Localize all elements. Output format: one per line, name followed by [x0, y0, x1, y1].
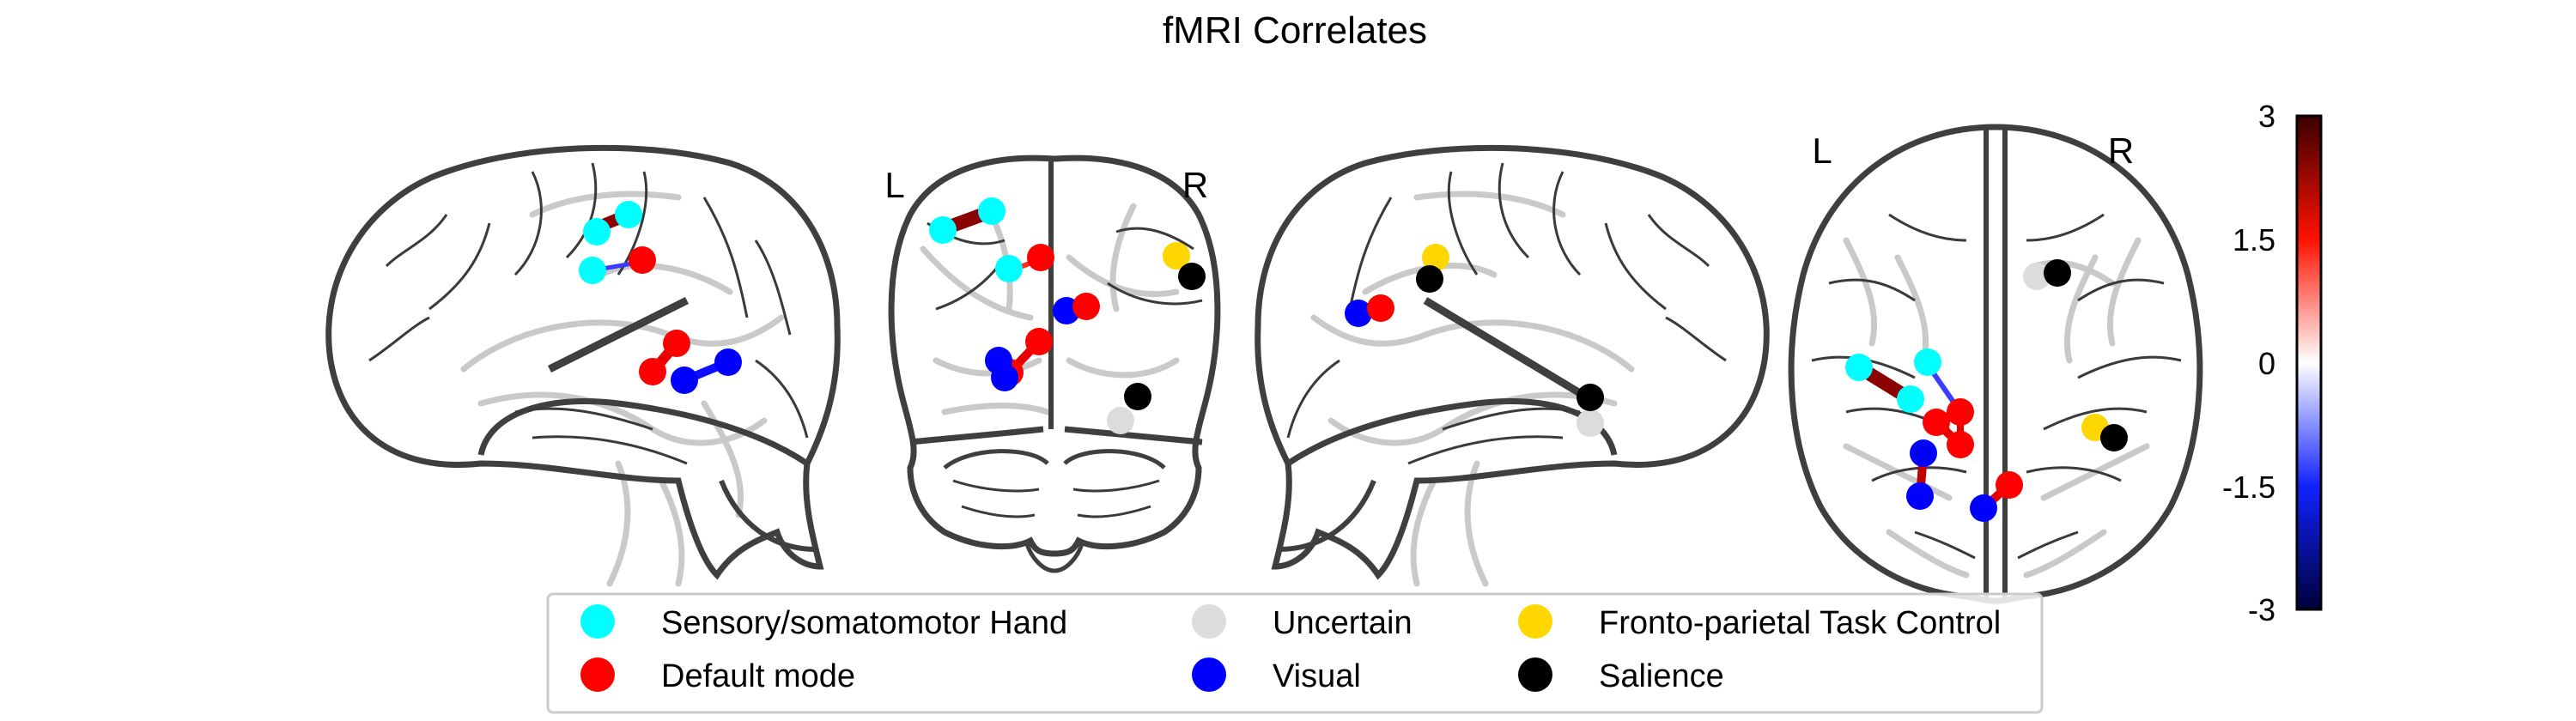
legend-marker-uncertain — [1192, 604, 1226, 639]
node-default-mode — [1367, 294, 1394, 322]
legend-item: Uncertain — [1192, 604, 1413, 641]
node-visual — [714, 348, 742, 376]
legend-label: Fronto-parietal Task Control — [1599, 605, 2001, 641]
axial-left-label: L — [1812, 130, 1832, 171]
glass-brain-structures — [1843, 237, 2150, 579]
legend-item: Default mode — [580, 657, 855, 694]
colorbar-tick-label: -1.5 — [2222, 470, 2275, 505]
figure-title: fMRI Correlates — [1163, 9, 1427, 52]
node-salience — [1124, 383, 1151, 410]
coronal-right-label: R — [1182, 165, 1208, 205]
node-salience — [2044, 259, 2071, 287]
legend-item: Visual — [1192, 657, 1361, 694]
brain-outline-coronal — [888, 154, 1221, 557]
node-sensory-hand — [1845, 354, 1873, 381]
legend-box — [546, 592, 2044, 714]
legend-label: Salience — [1599, 658, 1724, 694]
colorbar-tick-label: 3 — [2258, 99, 2275, 134]
colorbar-gradient — [2295, 114, 2323, 611]
node-default-mode — [1996, 471, 2023, 499]
legend-marker-salience — [1518, 657, 1552, 692]
legend-label: Default mode — [661, 658, 855, 694]
node-uncertain — [1577, 409, 1604, 437]
colorbar: 3 1.5 0 -1.5 -3 — [2222, 99, 2323, 627]
node-uncertain — [2023, 263, 2050, 290]
glass-brain-structures — [460, 191, 785, 587]
node-visual — [991, 364, 1018, 391]
node-sensory-hand — [1914, 348, 1941, 376]
left-lateral-brain-view — [325, 144, 841, 587]
axial-right-label: R — [2108, 130, 2134, 171]
legend-item: Sensory/somatomotor Hand — [580, 604, 1067, 641]
node-default-mode — [1072, 293, 1100, 320]
node-default-mode — [1027, 244, 1054, 271]
node-default-mode — [663, 330, 690, 357]
node-visual — [1970, 494, 1997, 522]
legend-label: Visual — [1273, 658, 1361, 694]
node-visual — [1906, 482, 1934, 510]
node-salience — [1416, 265, 1443, 293]
right-lateral-brain-view — [1255, 144, 1770, 587]
node-sensory-hand — [978, 197, 1005, 225]
coronal-left-label: L — [884, 165, 904, 205]
brain-outline-right-lateral — [1255, 144, 1770, 580]
legend-marker-sensory-hand — [580, 604, 615, 639]
node-default-mode — [629, 246, 656, 274]
legend-label: Uncertain — [1273, 605, 1413, 641]
legend: Sensory/somatomotor Hand Default mode Un… — [546, 592, 2044, 714]
node-visual — [671, 367, 698, 394]
node-visual — [1345, 300, 1372, 327]
legend-marker-default-mode — [580, 657, 615, 692]
node-sensory-hand — [1897, 385, 1924, 413]
node-fronto-parietal — [1422, 244, 1449, 271]
connectivity-nodes — [579, 197, 2128, 522]
node-salience — [1577, 384, 1604, 411]
node-salience — [2100, 424, 2128, 451]
node-sensory-hand — [583, 218, 611, 245]
node-default-mode — [1025, 328, 1053, 355]
node-default-mode — [1947, 431, 1974, 458]
colorbar-tick-label: 0 — [2258, 346, 2275, 381]
legend-label: Sensory/somatomotor Hand — [661, 605, 1067, 641]
node-fronto-parietal — [1163, 242, 1190, 270]
node-salience — [1178, 263, 1206, 290]
node-default-mode — [1923, 409, 1950, 436]
node-sensory-hand — [929, 216, 957, 244]
legend-marker-visual — [1192, 657, 1226, 692]
brain-outline-left-lateral — [325, 144, 841, 580]
node-default-mode — [639, 358, 666, 385]
legend-item: Salience — [1518, 657, 1724, 694]
node-uncertain — [1107, 407, 1134, 434]
node-sensory-hand — [615, 201, 642, 228]
node-sensory-hand — [579, 257, 606, 284]
legend-marker-fronto-parietal — [1518, 604, 1552, 639]
colorbar-tick-label: 1.5 — [2233, 222, 2275, 258]
node-default-mode — [1947, 398, 1974, 426]
colorbar-tick-label: -3 — [2248, 592, 2275, 627]
node-sensory-hand — [995, 255, 1023, 282]
legend-item: Fronto-parietal Task Control — [1518, 604, 2001, 641]
node-visual — [1910, 439, 1937, 467]
